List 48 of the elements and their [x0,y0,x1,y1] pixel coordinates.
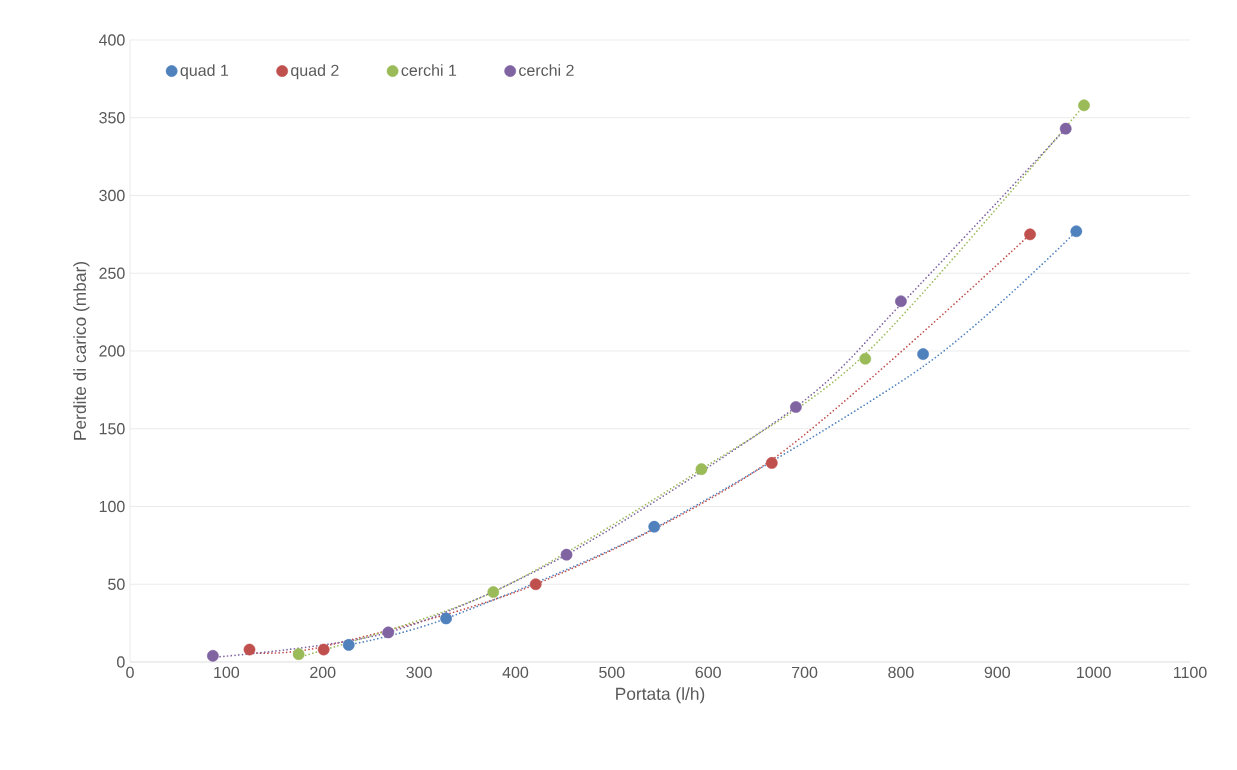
x-tick-label: 500 [599,666,625,679]
point [790,401,802,413]
legend-label: quad 2 [291,64,339,80]
y-tick-label: 300 [99,189,125,202]
point [382,626,395,639]
x-tick-label: 700 [792,666,818,679]
legend-label: cerchi 1 [401,64,457,76]
point [207,649,219,662]
point [243,643,256,656]
point [648,520,661,533]
x-tick-label: 100 [214,666,240,679]
x-tick-label: 1100 [1174,666,1207,679]
point [292,648,305,661]
point [765,457,778,469]
x-tick-label: 0 [126,666,134,679]
point [1059,122,1072,135]
point [1070,225,1083,238]
x-tick-label: 300 [406,666,432,679]
y-tick-label: 150 [99,423,125,435]
x-tick-label: 200 [310,666,336,679]
point [440,612,452,625]
x-tick-label: 1000 [1077,666,1111,679]
x-axis-title: Portata (l/h) [616,687,705,704]
point [859,352,872,365]
point [1078,99,1090,112]
legend-label: quad 1 [180,64,229,80]
point [560,548,573,561]
point [487,586,500,598]
x-tick-label: 800 [888,666,914,679]
point [1024,228,1036,241]
y-tick-label: 250 [99,267,125,279]
y-axis-title: Perdite di carico (mbar) [73,262,90,440]
y-tick-label: 400 [98,34,125,46]
y-tick-label: 200 [99,345,125,357]
legend-label: cerchi 2 [519,64,574,76]
point [317,643,330,656]
point [695,463,708,476]
x-tick-label: 900 [984,666,1011,679]
point [529,578,542,591]
y-tick-label: 0 [117,656,125,668]
point [917,348,929,360]
point [895,295,907,308]
point [342,639,355,651]
y-tick-label: 50 [108,578,125,590]
y-tick-label: 100 [99,500,125,513]
x-tick-label: 400 [502,666,529,679]
y-tick-label: 350 [99,112,125,124]
x-tick-label: 600 [695,666,721,679]
